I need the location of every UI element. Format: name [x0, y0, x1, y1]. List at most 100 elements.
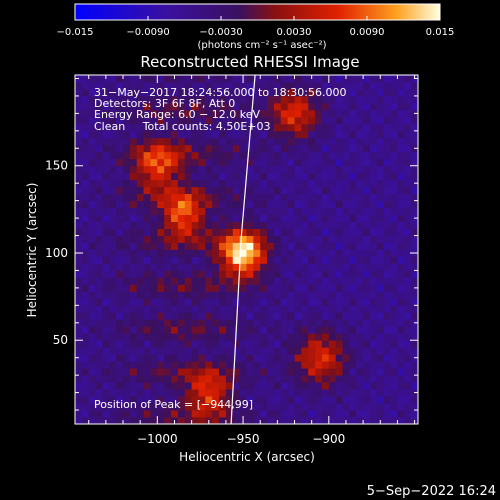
image-pixel: [184, 347, 193, 355]
image-pixel: [301, 270, 309, 278]
image-pixel: [198, 249, 206, 257]
image-pixel: [205, 284, 213, 292]
image-pixel: [301, 158, 309, 167]
image-pixel: [136, 277, 144, 285]
image-pixel: [404, 102, 412, 111]
image-pixel: [315, 382, 323, 390]
image-pixel: [328, 172, 337, 181]
image-pixel: [397, 81, 405, 90]
image-pixel: [383, 102, 391, 111]
image-pixel: [171, 249, 179, 257]
image-pixel: [253, 277, 261, 285]
image-pixel: [376, 410, 385, 418]
image-pixel: [397, 228, 405, 236]
image-pixel: [109, 242, 117, 250]
image-pixel: [123, 165, 131, 174]
image-pixel: [129, 151, 138, 160]
image-pixel: [315, 347, 323, 355]
image-pixel: [363, 151, 371, 160]
image-pixel: [198, 221, 206, 229]
image-pixel: [191, 375, 199, 383]
image-pixel: [150, 263, 158, 271]
image-pixel: [219, 172, 227, 181]
image-pixel: [212, 249, 220, 257]
image-pixel: [328, 207, 337, 215]
image-pixel: [315, 396, 323, 404]
image-pixel: [404, 207, 412, 215]
image-pixel: [143, 326, 151, 334]
image-pixel: [335, 88, 343, 97]
image-pixel: [150, 151, 158, 160]
image-pixel: [88, 375, 96, 383]
image-pixel: [246, 88, 254, 97]
colorbar-frame: [74, 3, 441, 21]
image-pixel: [184, 389, 193, 397]
image-pixel: [349, 263, 357, 271]
image-pixel: [116, 326, 124, 334]
image-pixel: [267, 319, 275, 327]
image-pixel: [239, 270, 247, 278]
image-pixel: [116, 102, 124, 111]
image-pixel: [239, 165, 247, 174]
image-pixel: [246, 109, 254, 118]
image-pixel: [411, 158, 418, 167]
image-pixel: [363, 291, 371, 299]
image-pixel: [239, 186, 247, 195]
image-pixel: [301, 95, 309, 104]
image-pixel: [369, 123, 378, 132]
image-pixel: [321, 403, 330, 411]
image-pixel: [116, 291, 124, 299]
image-pixel: [150, 200, 158, 209]
image-pixel: [260, 207, 268, 215]
image-pixel: [280, 417, 289, 424]
image-pixel: [219, 410, 227, 418]
image-pixel: [143, 256, 151, 264]
y-tick-label: 50: [53, 333, 68, 347]
image-pixel: [205, 382, 213, 390]
image-pixel: [253, 375, 261, 383]
image-pixel: [150, 410, 158, 418]
image-pixel: [369, 291, 378, 299]
image-pixel: [212, 361, 220, 369]
image-pixel: [232, 228, 241, 236]
image-pixel: [356, 242, 364, 250]
image-pixel: [102, 319, 110, 327]
image-pixel: [315, 333, 323, 341]
image-pixel: [88, 235, 96, 243]
image-pixel: [184, 144, 193, 153]
image-pixel: [328, 109, 337, 118]
image-pixel: [198, 75, 206, 83]
image-pixel: [260, 340, 268, 348]
image-pixel: [191, 88, 199, 97]
image-pixel: [287, 221, 295, 229]
image-pixel: [81, 347, 90, 355]
image-pixel: [129, 396, 138, 404]
image-pixel: [191, 326, 199, 334]
image-pixel: [219, 88, 227, 97]
image-pixel: [411, 123, 418, 132]
image-pixel: [328, 130, 337, 139]
image-pixel: [191, 109, 199, 118]
image-pixel: [246, 221, 254, 229]
image-pixel: [404, 382, 412, 390]
image-pixel: [363, 172, 371, 181]
image-pixel: [109, 333, 117, 341]
image-pixel: [253, 361, 261, 369]
image-pixel: [143, 165, 151, 174]
image-pixel: [349, 123, 357, 132]
image-pixel: [253, 396, 261, 404]
image-pixel: [164, 186, 172, 195]
image-pixel: [81, 81, 90, 90]
image-pixel: [411, 361, 418, 369]
image-pixel: [321, 214, 330, 222]
image-pixel: [191, 151, 199, 160]
image-pixel: [225, 305, 234, 313]
image-pixel: [376, 228, 385, 236]
image-pixel: [164, 242, 172, 250]
image-pixel: [239, 235, 247, 243]
image-pixel: [123, 193, 131, 202]
image-pixel: [267, 88, 275, 97]
image-pixel: [150, 116, 158, 125]
image-pixel: [157, 396, 165, 404]
